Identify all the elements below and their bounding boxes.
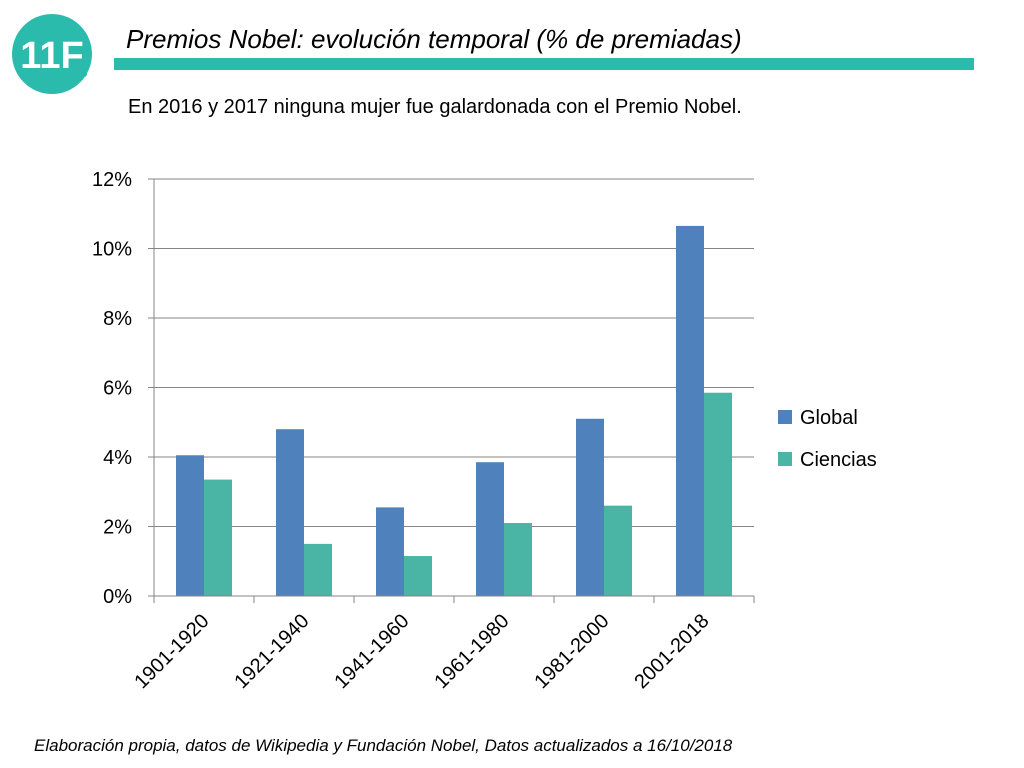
bar-ciencias-1921-1940 xyxy=(304,543,332,596)
y-tick-label: 2% xyxy=(103,517,132,539)
legend-label-ciencias: Ciencias xyxy=(800,449,877,471)
x-tick-label: 1941-1960 xyxy=(330,610,413,693)
x-tick-label: 1981-2000 xyxy=(530,610,613,693)
bar-global-1961-1980 xyxy=(476,462,504,596)
y-tick-label: 12% xyxy=(92,169,132,191)
x-tick-label: 1921-1940 xyxy=(230,610,313,693)
bar-chart: 0% 2% 4% 6% 8% 10% 12% 1901-1920 1921-1940 1941-1… xyxy=(92,169,877,693)
slide-subtitle: En 2016 y 2017 ninguna mujer fue galardo… xyxy=(128,96,742,118)
x-tick-label: 2001-2018 xyxy=(630,610,713,693)
legend-swatch-global xyxy=(778,410,792,424)
title-underline xyxy=(114,58,974,70)
logo-11f: 11F xyxy=(12,14,92,94)
x-tick-label: 1961-1980 xyxy=(430,610,513,693)
source-footnote: Elaboración propia, datos de Wikipedia y… xyxy=(34,736,733,755)
slide-title: Premios Nobel: evolución temporal (% de … xyxy=(126,24,742,54)
bar-ciencias-1981-2000 xyxy=(604,505,632,596)
bar-ciencias-2001-2018 xyxy=(704,392,732,596)
legend-label-global: Global xyxy=(800,407,858,429)
bar-global-2001-2018 xyxy=(676,225,704,596)
bar-global-1981-2000 xyxy=(576,418,604,596)
y-tick-label: 0% xyxy=(103,586,132,608)
bar-ciencias-1901-1920 xyxy=(204,479,232,596)
bar-global-1901-1920 xyxy=(176,455,204,596)
x-tick-label: 1901-1920 xyxy=(130,610,213,693)
y-tick-label: 8% xyxy=(103,308,132,330)
chart-area: 0% 2% 4% 6% 8% 10% 12% 1901-1920 1921-1940 1941-1… xyxy=(0,150,1024,730)
bar-global-1941-1960 xyxy=(376,507,404,596)
legend-swatch-ciencias xyxy=(778,452,792,466)
y-tick-label: 10% xyxy=(92,239,132,261)
y-tick-label: 4% xyxy=(103,447,132,469)
bar-ciencias-1941-1960 xyxy=(404,556,432,596)
bar-ciencias-1961-1980 xyxy=(504,523,532,596)
y-tick-label: 6% xyxy=(103,378,132,400)
bar-global-1921-1940 xyxy=(276,429,304,596)
logo-text: 11F xyxy=(20,35,83,77)
